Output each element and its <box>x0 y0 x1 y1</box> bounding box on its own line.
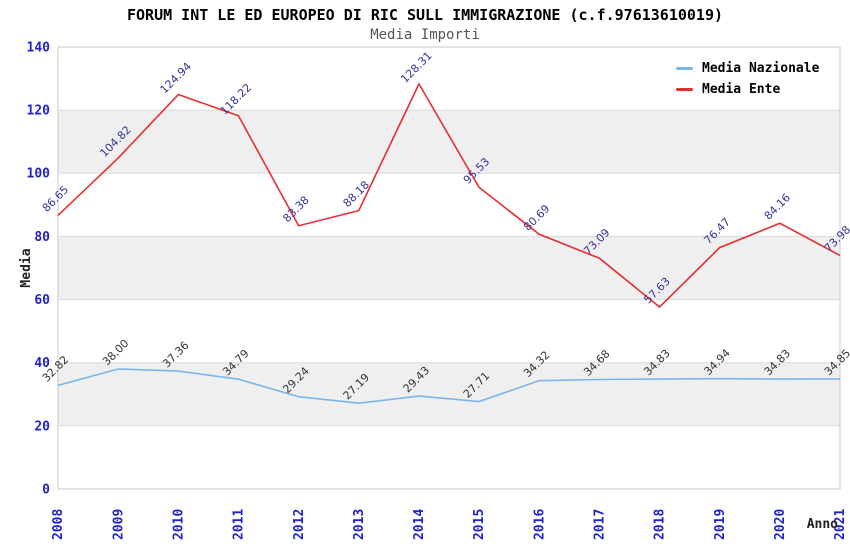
x-axis-title: Anno <box>807 517 838 532</box>
data-label: 80.69 <box>521 202 552 233</box>
series-line-media-ente <box>57 82 841 309</box>
x-tick-label: 2019 <box>713 509 728 540</box>
data-label: 128.31 <box>398 49 434 85</box>
plot-band <box>58 362 840 426</box>
x-tick-label: 2016 <box>532 509 547 540</box>
x-tick-label: 2014 <box>412 509 427 540</box>
y-tick-label: 120 <box>27 104 51 119</box>
x-tick-label: 2020 <box>773 509 788 540</box>
x-tick-label: 2021 <box>833 509 848 540</box>
y-tick-label: 140 <box>27 40 51 55</box>
legend-label: Media Nazionale <box>702 61 820 76</box>
data-label: 124.94 <box>158 60 194 96</box>
x-tick-label: 2008 <box>51 509 66 540</box>
chart-subtitle: Media Importi <box>370 27 480 43</box>
legend-item-media-ente[interactable]: Media Ente <box>676 82 819 97</box>
y-tick-label: 40 <box>34 356 50 371</box>
series-line-media-nazionale <box>57 368 841 404</box>
y-axis-title: Media <box>19 248 34 287</box>
x-tick-label: 2010 <box>171 509 186 540</box>
data-label: 84.16 <box>762 191 793 222</box>
y-tick-label: 100 <box>27 167 51 182</box>
y-tick-label: 0 <box>42 482 50 497</box>
y-tick-label: 20 <box>34 419 50 434</box>
plot-border <box>57 46 841 490</box>
y-tick-label: 80 <box>34 230 50 245</box>
x-tick-label: 2013 <box>352 509 367 540</box>
x-tick-label: 2012 <box>292 509 307 540</box>
legend-line-icon-nazionale <box>676 67 693 70</box>
x-tick-label: 2017 <box>593 509 608 540</box>
x-tick-label: 2018 <box>653 509 668 540</box>
plot-band <box>58 110 840 174</box>
chart-legend: Media Nazionale Media Ente <box>676 61 819 97</box>
chart-title: FORUM INT LE ED EUROPEO DI RIC SULL IMMI… <box>126 6 724 24</box>
legend-item-media-nazionale[interactable]: Media Nazionale <box>676 61 819 76</box>
y-tick-label: 60 <box>34 293 50 308</box>
x-tick-label: 2009 <box>111 509 126 540</box>
legend-label: Media Ente <box>702 82 781 97</box>
data-label: 86.65 <box>40 183 71 214</box>
x-tick-label: 2015 <box>472 509 487 540</box>
x-tick-label: 2011 <box>232 509 247 540</box>
plot-band <box>58 236 840 300</box>
legend-line-icon-ente <box>676 88 693 91</box>
